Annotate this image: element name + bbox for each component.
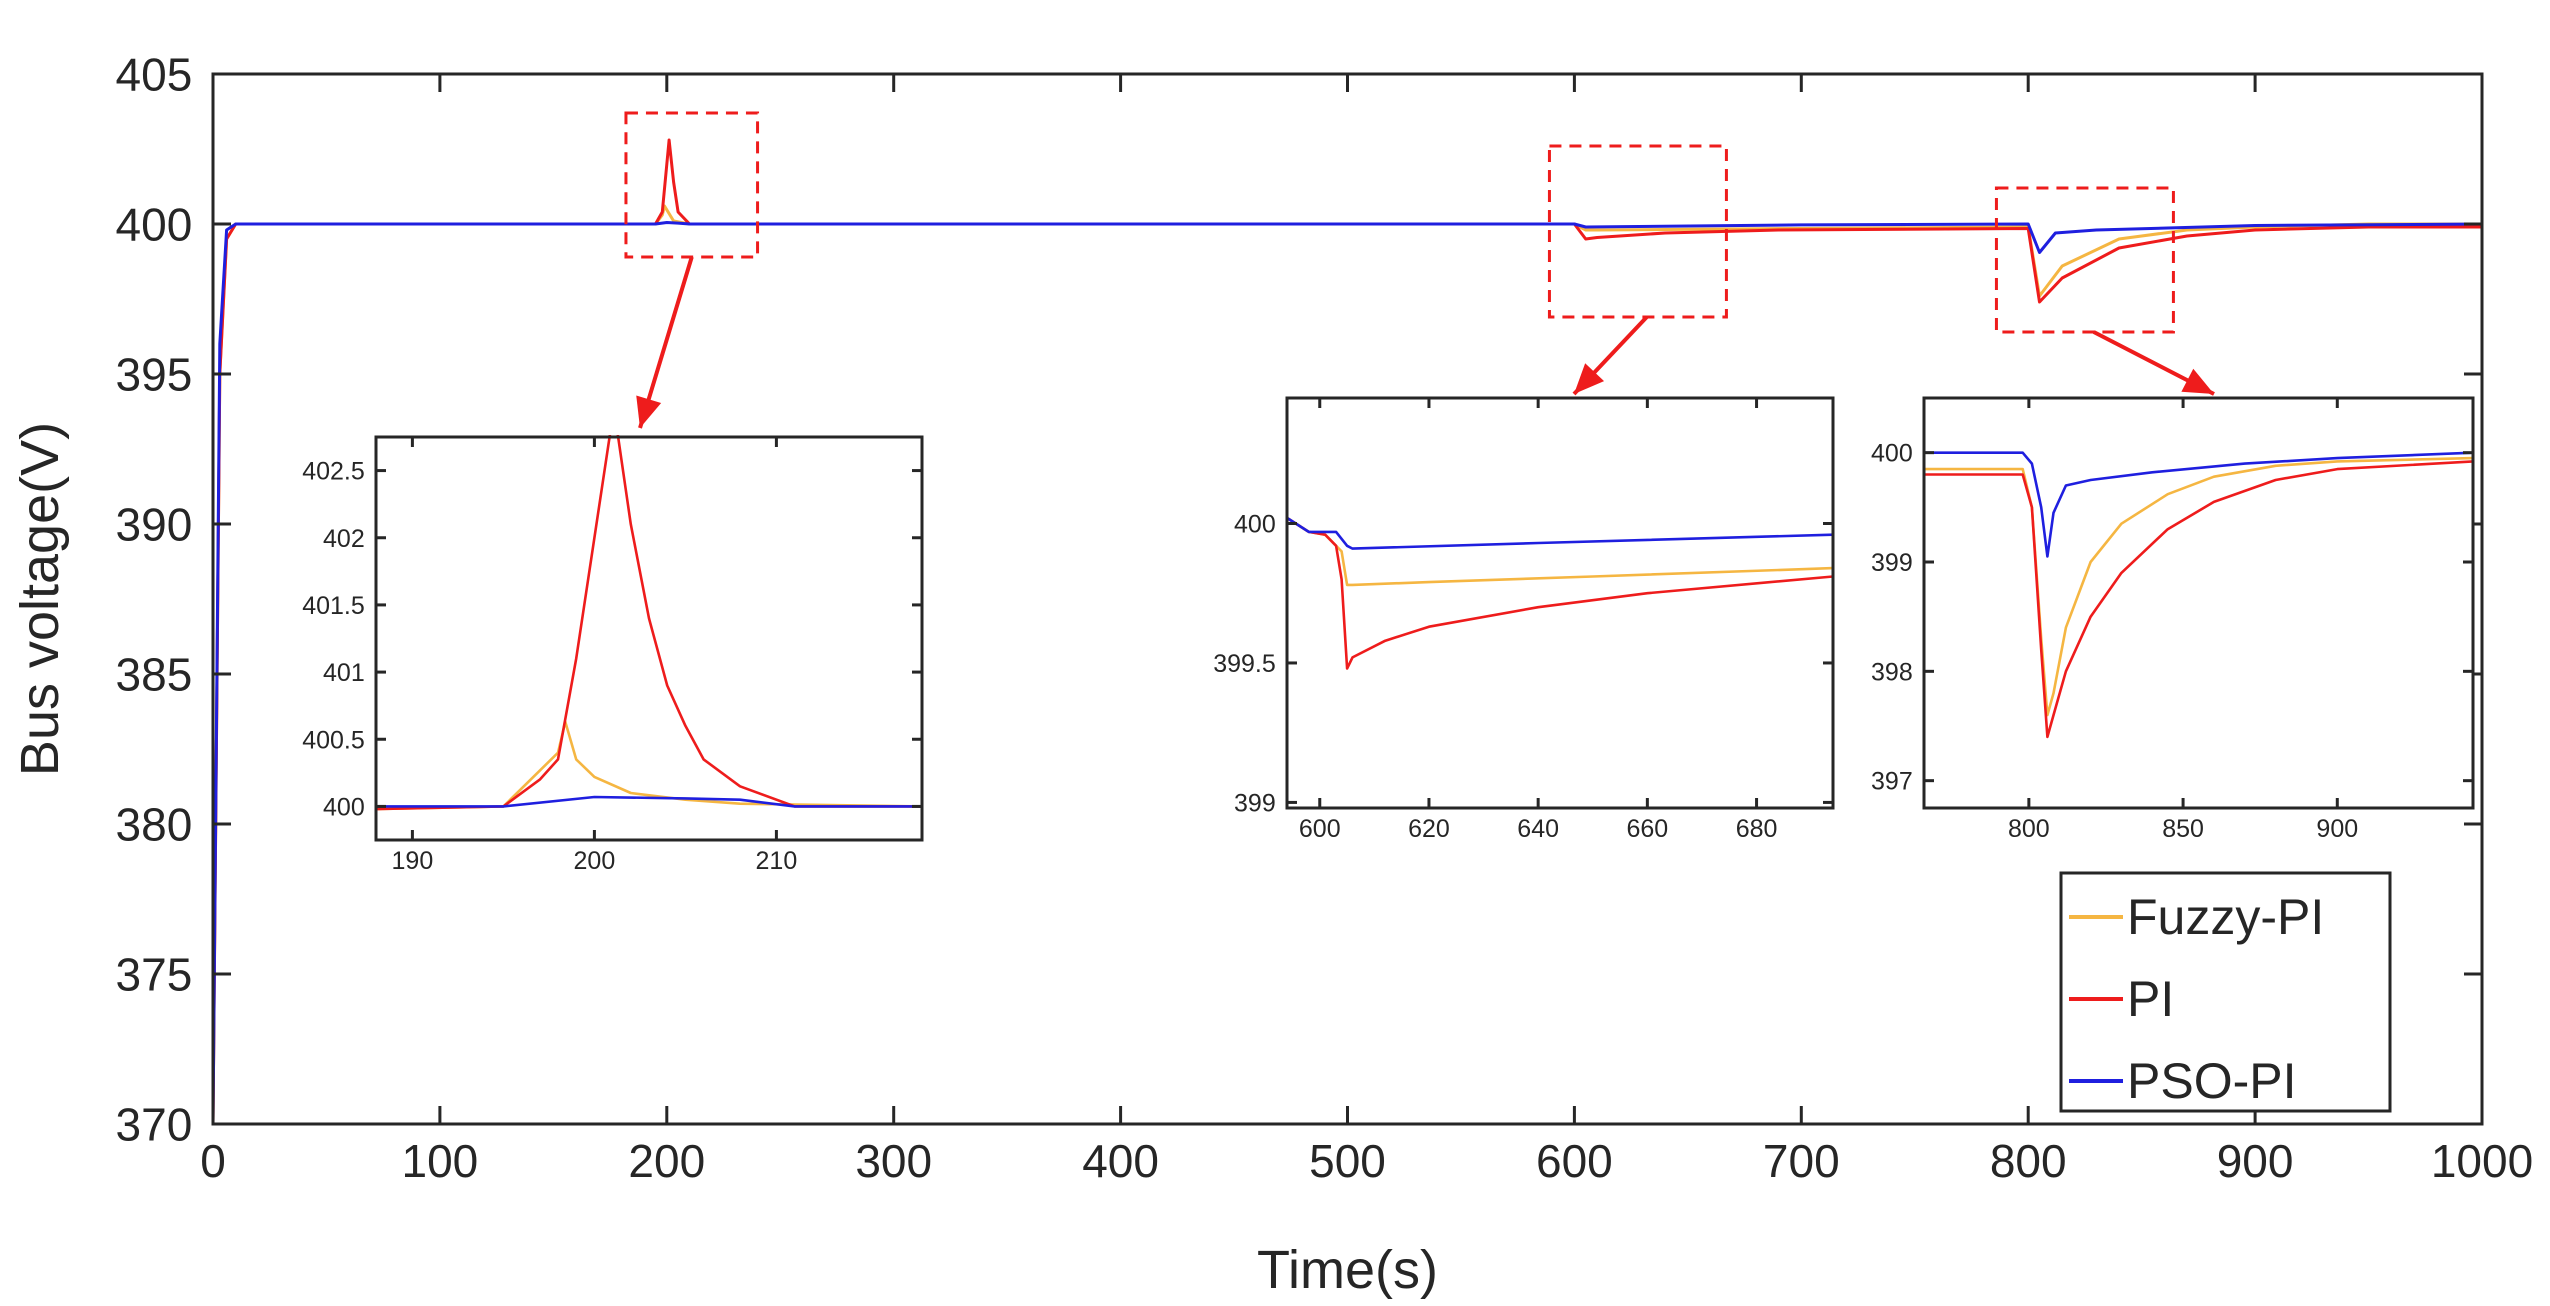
inset-1-y-tick-label: 402.5 xyxy=(302,458,365,486)
inset-3-y-tick-label: 400 xyxy=(1871,440,1913,468)
inset-3-x-tick-label: 800 xyxy=(2008,815,2050,843)
inset-2-y-tick-label: 399 xyxy=(1234,789,1276,817)
inset-2-y-tick-label: 399.5 xyxy=(1213,650,1276,678)
inset-3-y-tick-label: 399 xyxy=(1871,549,1913,577)
inset-3-y-tick-label: 397 xyxy=(1871,768,1913,796)
zoom-arrow-2-head xyxy=(1574,363,1605,394)
main-x-tick-label: 300 xyxy=(855,1135,932,1187)
main-x-tick-label: 1000 xyxy=(2431,1135,2533,1187)
zoom-box-2 xyxy=(1547,144,1728,319)
main-x-tick-label: 400 xyxy=(1082,1135,1159,1187)
inset-2-y-tick-label: 400 xyxy=(1234,511,1276,539)
legend-label-fuzzy-pi: Fuzzy-PI xyxy=(2127,889,2324,945)
inset-1-x-tick-label: 210 xyxy=(756,847,798,875)
main-y-tick-label: 390 xyxy=(116,499,193,551)
main-x-tick-label: 800 xyxy=(1990,1135,2067,1187)
inset-1-series-pi-line xyxy=(376,435,922,811)
panel-inset-1: 190 200 210 400 400.5 401 401.5 402 402.5 xyxy=(302,435,924,875)
inset-2-frame xyxy=(1285,396,1835,810)
main-x-tick-label: 900 xyxy=(2217,1135,2294,1187)
zoom-box-1 xyxy=(624,111,760,259)
zoom-annotations xyxy=(624,111,2215,429)
inset-3-series-pi-line xyxy=(1924,460,2473,739)
main-y-tick-label: 380 xyxy=(116,799,193,851)
inset-1-x-tick-label: 190 xyxy=(392,847,434,875)
main-y-tick-label: 375 xyxy=(116,949,193,1001)
inset-3-axes-box xyxy=(1922,396,2475,810)
inset-1-y-tick-label: 400 xyxy=(323,793,365,821)
zoom-box-3 xyxy=(1994,186,2175,334)
inset-3-series-pso-pi-line xyxy=(1924,451,2473,558)
inset-1-y-tick-label: 401 xyxy=(323,659,365,687)
legend-box xyxy=(2059,871,2392,1113)
inset-1-y-tick-label: 400.5 xyxy=(302,726,365,754)
panel-inset-2: 600 620 640 660 680 399 399.5 400 xyxy=(1213,396,1835,843)
inset-2-x-tick-label: 660 xyxy=(1627,815,1669,843)
inset-2-series-pi-line xyxy=(1287,516,1833,670)
inset-3-x-tick-label: 900 xyxy=(2316,815,2358,843)
inset-2-x-tick-label: 640 xyxy=(1517,815,1559,843)
main-y-tick-label: 400 xyxy=(116,199,193,251)
x-axis-label: Time(s) xyxy=(1257,1240,1438,1300)
inset-1-series-group xyxy=(376,435,922,811)
inset-2-x-tick-label: 680 xyxy=(1736,815,1778,843)
main-series-pso-pi-line xyxy=(213,221,2482,1125)
inset-2-x-tick-label: 600 xyxy=(1299,815,1341,843)
main-x-tick-label: 500 xyxy=(1309,1135,1386,1187)
legend-label-pso-pi: PSO-PI xyxy=(2127,1053,2296,1109)
inset-1-series-fuzzy-pi-line xyxy=(376,720,922,811)
main-y-tick-label: 370 xyxy=(116,1099,193,1151)
inset-1-frame xyxy=(374,435,924,842)
legend: Fuzzy-PI PI PSO-PI xyxy=(2059,871,2392,1113)
inset-2-x-tick-label: 620 xyxy=(1408,815,1450,843)
main-y-tick-label: 405 xyxy=(116,49,193,101)
legend-label-pi: PI xyxy=(2127,971,2174,1027)
main-y-tick-label: 395 xyxy=(116,349,193,401)
inset-2-axes-box xyxy=(1285,396,1835,810)
main-x-tick-label: 100 xyxy=(402,1135,479,1187)
inset-1-y-tick-label: 402 xyxy=(323,525,365,553)
main-x-tick-label: 200 xyxy=(628,1135,705,1187)
inset-2-series-group xyxy=(1287,516,1833,670)
inset-2-series-pso-pi-line xyxy=(1287,516,1833,550)
inset-1-series-pso-pi-line xyxy=(376,795,922,808)
main-x-tick-label: 600 xyxy=(1536,1135,1613,1187)
main-y-tick-label: 385 xyxy=(116,649,193,701)
inset-3-series-group xyxy=(1924,451,2473,739)
inset-1-y-tick-label: 401.5 xyxy=(302,592,365,620)
inset-3-y-tick-label: 398 xyxy=(1871,658,1913,686)
main-series-group xyxy=(213,138,2482,1125)
zoom-arrow-3-head xyxy=(2181,368,2214,394)
inset-1-axes-box xyxy=(374,435,924,842)
main-x-tick-label: 0 xyxy=(200,1135,226,1187)
y-axis-label: Bus voltage(V) xyxy=(10,422,70,776)
inset-1-x-tick-label: 200 xyxy=(574,847,616,875)
zoom-arrow-1-head xyxy=(636,395,662,428)
main-x-tick-label: 700 xyxy=(1763,1135,1840,1187)
inset-3-x-tick-label: 850 xyxy=(2162,815,2204,843)
panel-main: 0 100 200 300 400 500 600 700 800 900 1000 370 375 38… xyxy=(116,49,2534,1187)
panel-inset-3: 800 850 900 397 398 399 400 xyxy=(1871,396,2475,843)
